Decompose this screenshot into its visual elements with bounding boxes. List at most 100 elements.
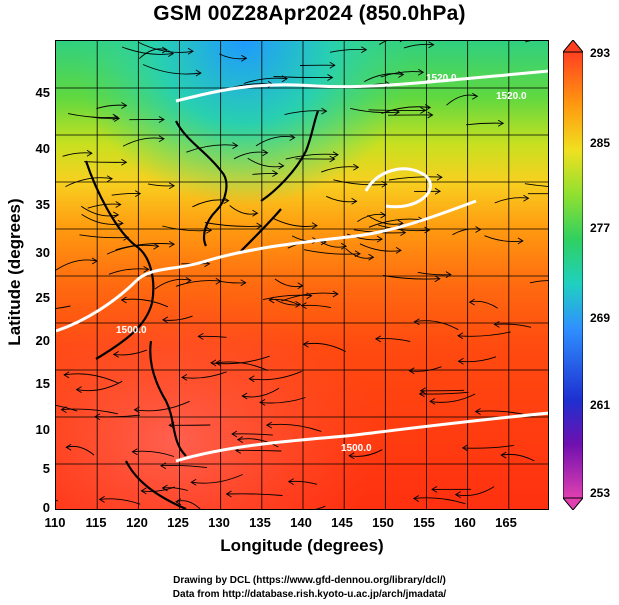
streamline [235, 449, 282, 452]
x-tick-110: 110 [44, 515, 66, 530]
colorbar-label-285: 285 [590, 136, 611, 150]
streamline-arrow [256, 222, 263, 230]
streamline [378, 224, 430, 232]
streamline [462, 444, 514, 449]
streamline-arrow [115, 201, 122, 208]
streamline-arrow [117, 219, 124, 227]
streamline-arrow [368, 253, 375, 261]
streamline [403, 43, 434, 49]
streamline-arrow [354, 250, 361, 258]
streamline [413, 497, 466, 505]
streamline-arrow [340, 242, 347, 250]
streamline [446, 94, 478, 106]
streamline-arrow [300, 302, 307, 309]
streamline [252, 172, 278, 175]
streamline [274, 298, 301, 306]
streamline [255, 136, 295, 147]
streamline [181, 371, 227, 379]
streamline [217, 280, 246, 284]
streamline [56, 259, 98, 271]
streamline [494, 197, 529, 204]
wind-streamlines [56, 41, 548, 509]
streamline-arrow [252, 209, 259, 217]
streamline-arrow [162, 316, 169, 324]
streamline [243, 77, 288, 84]
coastline-borneo [125, 460, 187, 509]
streamline-arrow [351, 197, 358, 205]
streamline [529, 280, 548, 284]
streamline [329, 49, 367, 53]
streamline [249, 370, 302, 381]
streamline-arrow [94, 413, 101, 421]
streamline-arrow [120, 296, 127, 304]
streamline [186, 144, 238, 153]
streamline [288, 480, 318, 485]
colorbar-label-269: 269 [590, 311, 611, 325]
y-tick-15: 15 [35, 376, 50, 391]
streamline-arrow [348, 452, 355, 460]
x-tick-150: 150 [372, 515, 394, 530]
map-svg: 1500.0 1500.0 1520.0 1520.0 [56, 41, 548, 509]
streamline-arrow [181, 374, 188, 381]
streamline [272, 217, 318, 227]
streamline-arrow [419, 387, 426, 395]
streamline-arrow [65, 443, 72, 451]
streamline-arrow [311, 222, 318, 229]
y-axis-title: Latitude (degrees) [5, 198, 24, 346]
contour-label-2: 1500.0 [341, 443, 372, 454]
y-tick-5: 5 [42, 461, 50, 476]
streamline-arrow [143, 266, 150, 273]
streamline [226, 493, 283, 496]
streamline-arrow [121, 158, 128, 166]
y-tick-20: 20 [35, 333, 50, 348]
streamline-arrow [302, 340, 309, 348]
streamline [469, 300, 498, 309]
streamline [175, 500, 201, 509]
streamline [94, 414, 141, 418]
streamline [141, 486, 175, 492]
streamline-arrow [429, 398, 436, 405]
streamline-arrow [282, 508, 283, 509]
streamline-arrow [413, 318, 420, 326]
streamline [466, 122, 504, 126]
streamline [64, 373, 120, 384]
streamline [364, 73, 404, 82]
streamline [142, 64, 201, 75]
coastline-china [84, 160, 155, 360]
streamline-arrow [468, 298, 475, 306]
streamline [56, 405, 78, 412]
streamline-arrow [497, 119, 505, 127]
streamline [80, 205, 119, 217]
map-plot-area: 1500.0 1500.0 1520.0 1520.0 [55, 40, 549, 510]
x-axis-title: Longitude (degrees) [220, 536, 384, 555]
streamline [368, 218, 424, 228]
streamline-arrow [297, 282, 304, 290]
streamline [367, 214, 403, 225]
streamline [368, 109, 426, 111]
streamline-arrow [281, 75, 288, 83]
streamline [160, 465, 207, 469]
streamline [90, 116, 120, 120]
streamline [349, 449, 383, 457]
streamline-arrow [457, 332, 464, 340]
contour-label-3: 1520.0 [426, 73, 457, 84]
contour-line-1 [56, 199, 477, 333]
streamline [452, 228, 481, 236]
colorbar-label-277: 277 [590, 221, 611, 235]
y-tick-25: 25 [35, 290, 50, 305]
streamline-arrow [190, 478, 197, 486]
streamline-arrow [427, 111, 434, 119]
streamline-arrow [215, 359, 222, 367]
streamline-arrow [472, 92, 479, 100]
x-tick-115: 115 [85, 515, 107, 530]
coastlines [84, 110, 320, 509]
streamline [388, 176, 442, 181]
streamline [62, 152, 92, 157]
streamline-arrow [424, 104, 432, 111]
streamline-arrow [434, 187, 441, 195]
streamline [315, 505, 326, 509]
streamline-arrow [374, 335, 382, 343]
coastline-korea [175, 120, 228, 247]
streamline [414, 320, 459, 331]
streamline [162, 487, 188, 491]
